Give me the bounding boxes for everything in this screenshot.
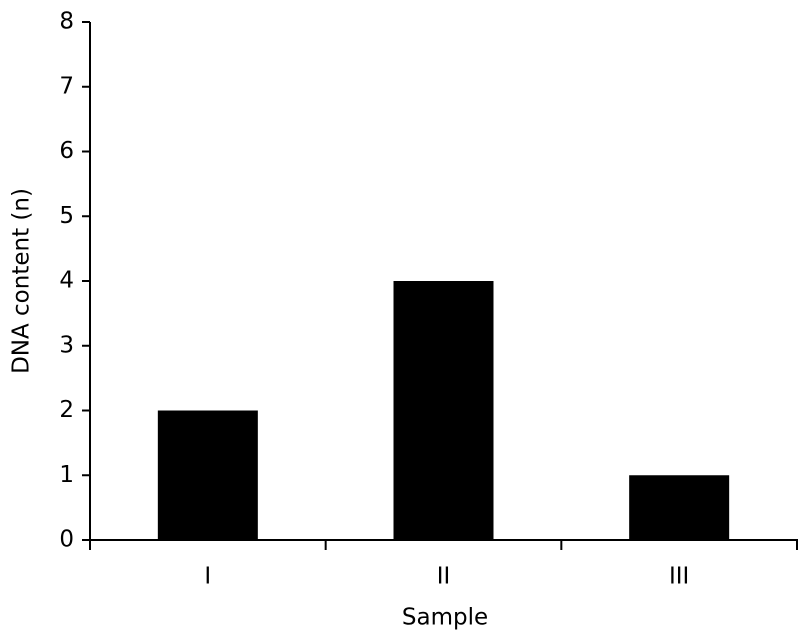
bar [157, 410, 258, 540]
y-tick-label: 3 [59, 332, 74, 358]
y-tick-label: 6 [59, 138, 74, 164]
x-tick-label: II [437, 564, 451, 590]
y-tick-label: 5 [59, 203, 74, 229]
y-tick-label: 8 [59, 9, 74, 35]
y-tick-label: 4 [59, 268, 74, 294]
y-tick-label: 1 [59, 462, 74, 488]
x-tick-label: III [669, 564, 689, 590]
bar [629, 475, 730, 540]
x-tick-label: I [204, 564, 211, 590]
y-tick-label: 0 [59, 527, 74, 553]
y-tick-label: 7 [59, 73, 74, 99]
x-axis-label: Sample [402, 605, 488, 631]
bar [393, 281, 494, 540]
y-tick-label: 2 [59, 397, 74, 423]
y-axis-label: DNA content (n) [9, 188, 35, 374]
